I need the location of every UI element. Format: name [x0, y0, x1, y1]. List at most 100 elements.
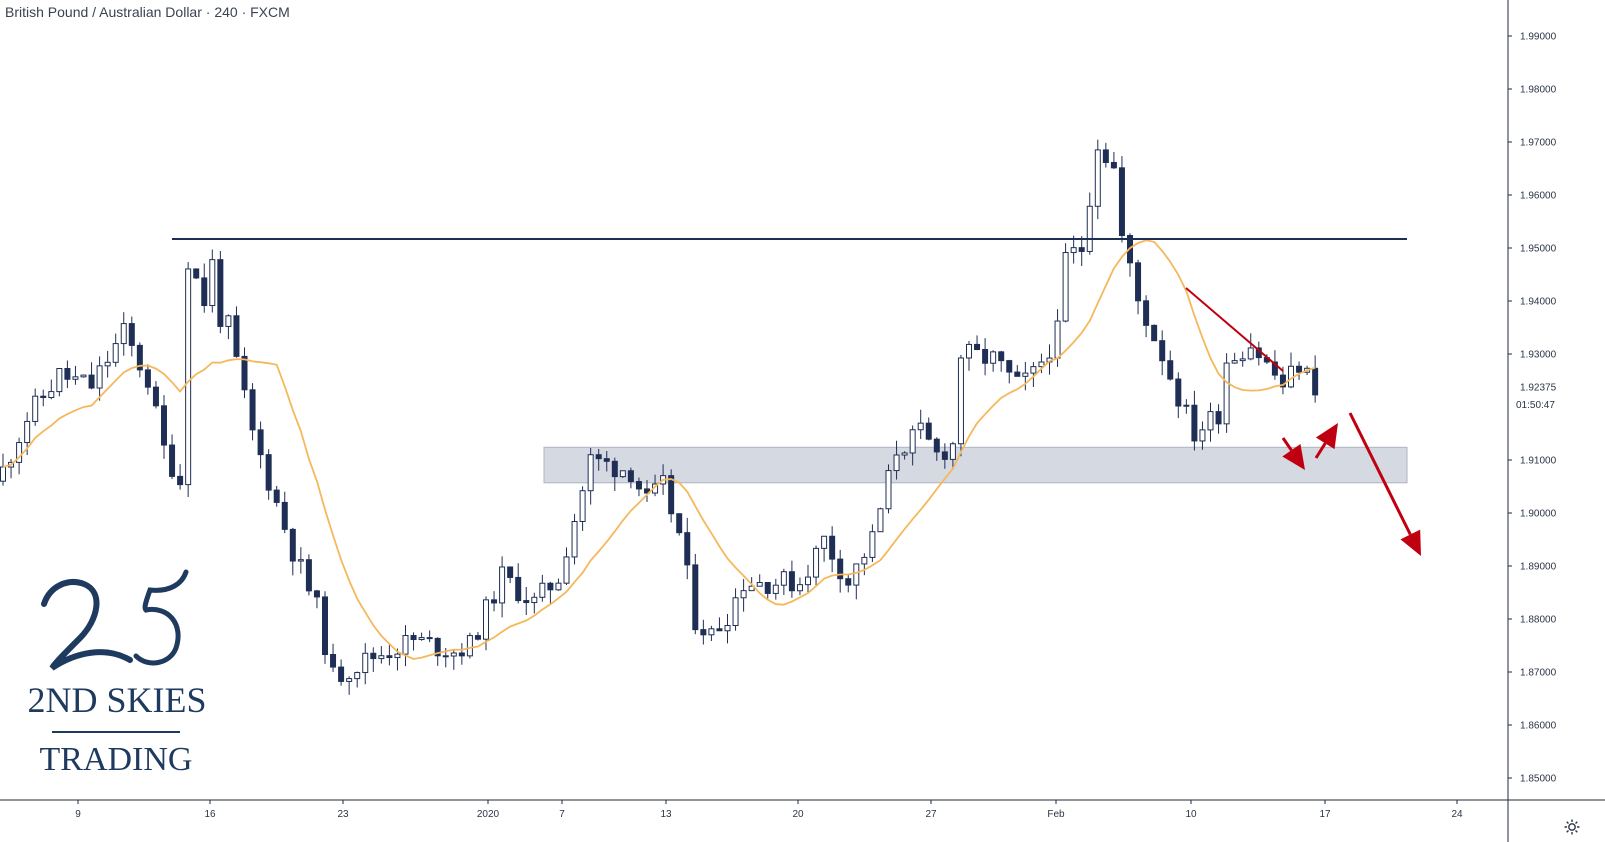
- logo-line2: TRADING: [40, 741, 193, 778]
- candle: [1167, 350, 1174, 381]
- candle: [957, 354, 964, 457]
- candle: [821, 535, 828, 562]
- candle: [281, 491, 288, 534]
- candle: [40, 389, 47, 407]
- x-tick-label: 24: [1451, 809, 1463, 820]
- candle: [491, 591, 498, 612]
- candle: [1207, 402, 1214, 442]
- candle: [998, 350, 1005, 372]
- candle: [627, 467, 634, 489]
- y-tick-label: 1.99000: [1520, 32, 1557, 43]
- candle: [1070, 235, 1077, 264]
- candle: [330, 643, 337, 673]
- candle: [1078, 236, 1085, 267]
- candle: [466, 632, 473, 659]
- x-tick-label: 9: [75, 809, 81, 820]
- candle: [8, 458, 15, 479]
- candle: [853, 563, 860, 600]
- candle: [523, 587, 530, 615]
- candle: [1199, 421, 1206, 450]
- candle: [177, 464, 184, 490]
- candle: [676, 513, 683, 536]
- candle: [1239, 351, 1246, 367]
- candle: [684, 517, 691, 580]
- candle: [64, 360, 71, 389]
- candle: [305, 554, 312, 596]
- y-tick-label: 1.87000: [1520, 668, 1557, 679]
- candle: [378, 646, 385, 664]
- candle: [1247, 333, 1254, 361]
- candle: [1110, 152, 1117, 169]
- candle: [716, 617, 723, 632]
- candle: [966, 341, 972, 371]
- candle: [869, 524, 876, 562]
- support-zone[interactable]: [543, 446, 1408, 484]
- logo: 2ND SKIES TRADING: [27, 569, 207, 778]
- candle: [724, 614, 731, 644]
- candle: [990, 350, 997, 372]
- candle: [1118, 156, 1125, 243]
- candle: [1014, 365, 1021, 377]
- y-tick-label: 1.97000: [1520, 138, 1557, 149]
- candle: [161, 395, 167, 459]
- candle: [201, 263, 208, 313]
- candle: [539, 574, 546, 602]
- candle: [805, 564, 811, 593]
- y-tick-label: 1.86000: [1520, 721, 1557, 732]
- candle: [917, 409, 924, 440]
- x-tick-label: 10: [1185, 809, 1197, 820]
- candle: [941, 443, 948, 469]
- candle: [780, 568, 787, 595]
- candle: [788, 560, 795, 598]
- candle: [241, 347, 248, 399]
- candle: [901, 451, 908, 460]
- y-tick-label: 1.94000: [1520, 297, 1557, 308]
- y-tick-label: 1.91000: [1520, 456, 1557, 467]
- candle: [740, 579, 747, 612]
- candle: [217, 250, 224, 334]
- candle: [450, 649, 457, 670]
- candle: [764, 582, 771, 599]
- candle: [96, 356, 103, 401]
- descending-trendline[interactable]: [1185, 287, 1284, 372]
- candle: [48, 379, 55, 400]
- candle: [845, 574, 852, 593]
- candle: [273, 485, 280, 507]
- x-tick-label: 16: [204, 809, 216, 820]
- projection-arrow-down-1[interactable]: [1281, 437, 1305, 470]
- candle: [1143, 295, 1150, 338]
- candle: [346, 676, 353, 695]
- projection-arrow-down-2[interactable]: [1348, 412, 1421, 556]
- countdown-label: 01:50:47: [1516, 400, 1555, 411]
- candle: [225, 314, 232, 340]
- candle: [32, 388, 39, 426]
- candle: [949, 441, 956, 468]
- candle: [829, 526, 836, 573]
- candle: [1312, 355, 1319, 403]
- y-tick-label: 1.85000: [1520, 774, 1557, 785]
- candle: [1159, 330, 1166, 376]
- candle: [56, 367, 63, 397]
- candle: [169, 434, 176, 480]
- candle: [418, 632, 425, 641]
- candle: [1038, 353, 1045, 374]
- candle: [434, 637, 441, 666]
- candle: [507, 566, 514, 584]
- candle: [1102, 142, 1109, 168]
- gear-icon[interactable]: [1563, 818, 1581, 836]
- candle: [861, 553, 868, 576]
- candle: [587, 447, 594, 505]
- candle: [708, 625, 715, 641]
- candle: [595, 448, 602, 471]
- x-tick-label: 2020: [477, 809, 500, 820]
- y-tick-label: 1.90000: [1520, 509, 1557, 520]
- candle: [1191, 390, 1198, 451]
- candle: [80, 374, 87, 378]
- candle: [0, 453, 6, 486]
- candle: [555, 578, 562, 591]
- projection-arrow-up[interactable]: [1314, 423, 1338, 459]
- y-tick-label: 1.89000: [1520, 562, 1557, 573]
- candle: [668, 469, 675, 523]
- candle: [877, 507, 884, 533]
